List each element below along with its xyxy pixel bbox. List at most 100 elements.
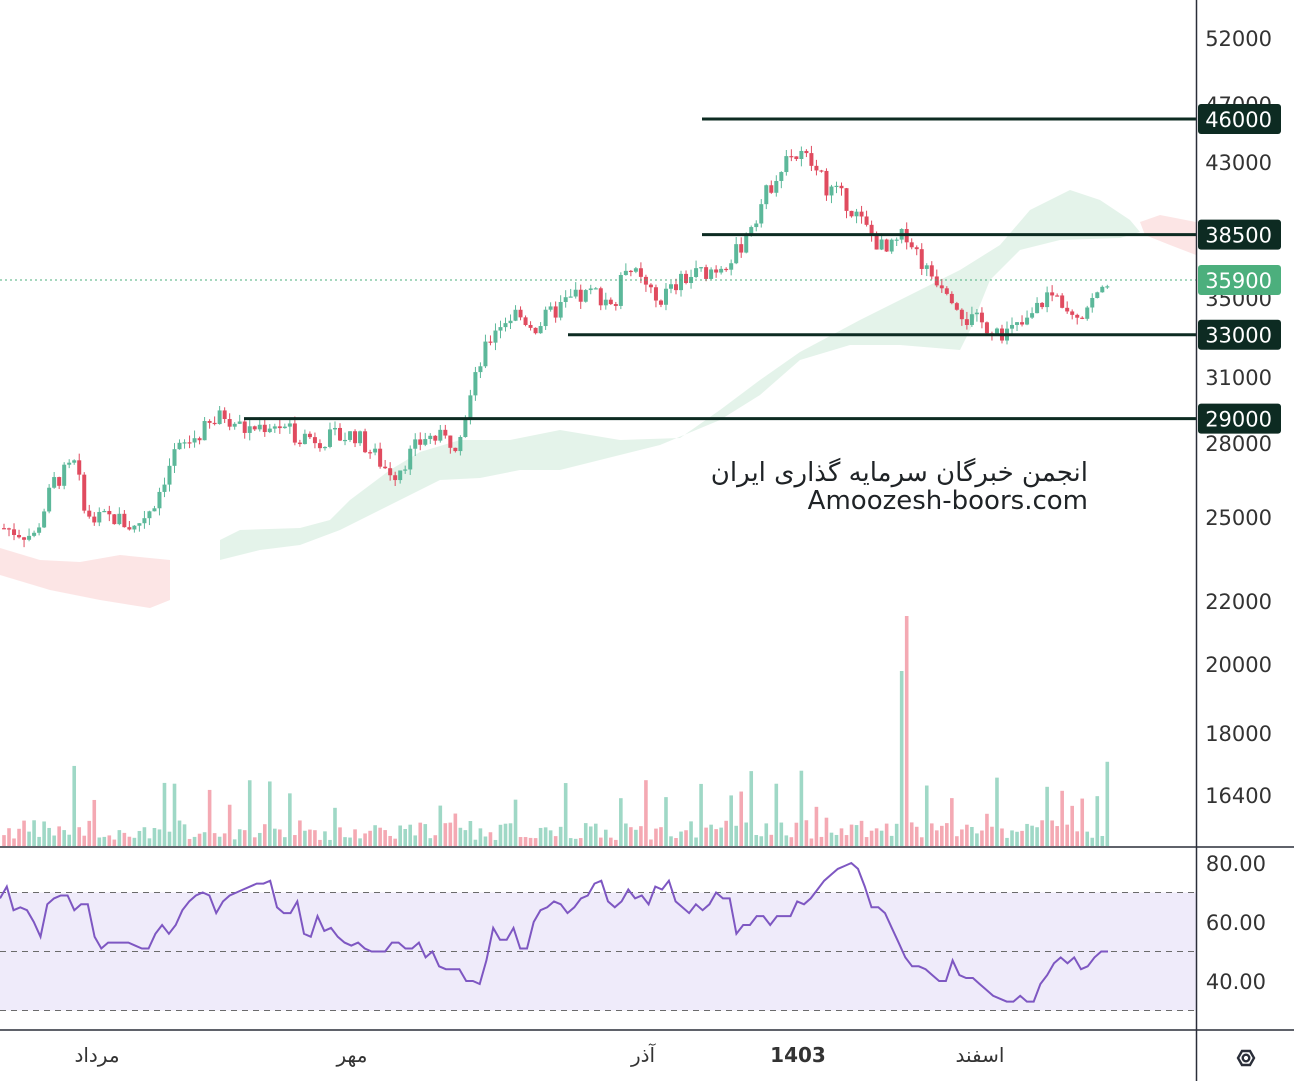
candle-body [418,439,423,445]
candle-body [1015,322,1020,325]
candle-body [202,421,207,441]
volume-bar [388,835,392,846]
volume-bar [167,831,172,846]
candle-body [463,418,468,437]
candle-body [272,426,277,429]
volume-bar [383,830,387,846]
volume-bar [1105,761,1110,846]
volume-bar [734,825,738,846]
volume-bar [869,830,874,846]
watermark-url: Amoozesh-boors.com [808,486,1088,516]
volume-bar [308,829,312,846]
candle-body [954,303,959,310]
volume-bar [408,824,413,846]
candle-body [809,153,814,166]
volume-bar [82,835,87,846]
candle-body [1105,286,1110,288]
candle-body [839,185,844,189]
rsi-tick-label: 60.00 [1206,911,1266,935]
candle-body [97,511,102,523]
volume-bar [674,838,678,846]
volume-bar [970,827,974,846]
candle-body [1055,295,1060,297]
volume-bar [754,835,759,846]
volume-bar [909,822,914,846]
volume-bar [543,827,548,846]
candle-body [237,421,242,424]
candle-body [343,439,348,442]
candle-body [152,508,157,512]
volume-bar [889,835,894,846]
candle-body [734,244,739,264]
volume-bar [1020,830,1024,846]
price-tick-label: 20000 [1205,653,1272,677]
volume-bar [789,837,794,846]
volume-bar [568,838,573,846]
price-tick-label: 18000 [1205,722,1272,746]
candle-body [608,299,613,305]
volume-bar [508,823,513,846]
volume-bar [37,836,41,846]
volume-bar [899,671,904,846]
volume-bar [834,834,839,846]
time-label: اسفند [956,1043,1005,1067]
volume-bar [904,616,909,846]
volume-bar [107,835,112,846]
time-label: مهر [336,1043,368,1067]
candle-body [1085,307,1090,319]
level-label: 33000 [1205,324,1272,348]
volume-bar [373,825,377,846]
settings-icon[interactable] [1228,1040,1264,1076]
candle-body [603,299,608,306]
volume-bar [403,829,407,846]
candle-body [939,285,944,289]
candle-body [408,448,413,470]
candle-body [944,288,949,294]
candle-body [12,529,17,535]
volume-bar [62,830,66,846]
candle-body [874,234,879,250]
candle-body [749,227,754,235]
ichimoku-cloud [0,190,1196,608]
volume-bar [32,820,36,846]
candle-body [628,270,633,273]
volume-bar [353,829,357,846]
volume-bar [27,831,31,846]
volume-bar [914,826,919,846]
volume-bar [438,805,443,846]
rsi-line [0,861,1108,1003]
volume-bar [884,823,889,846]
volume-bar [418,822,423,846]
candle-body [67,462,72,465]
candle-body [282,426,287,429]
candle-body [834,185,839,188]
volume-bar [463,830,468,846]
volume-bar [839,828,844,846]
volume-bar [17,828,21,846]
rsi-tick-label: 80.00 [1206,852,1266,876]
candle-body [563,297,568,303]
candle-body [363,431,368,453]
candle-body [729,263,734,270]
candle-body [1025,317,1030,325]
candle-body [92,516,97,523]
volume-bar [323,831,327,846]
candle-body [27,535,32,540]
candle-body [633,268,638,272]
volume-bar [348,837,352,846]
volume-bar [77,827,82,846]
level-label: 46000 [1205,108,1272,132]
candle-body [62,464,67,486]
volume-bar [769,834,774,846]
price-tick-label: 52000 [1205,27,1272,51]
candle-body [613,304,618,306]
candle-body [653,287,658,301]
candle-body [914,247,919,250]
candle-body [473,372,478,396]
volume-bar [142,827,147,846]
candle-body [1030,313,1035,318]
level-label-box [1198,104,1281,134]
volume-bar [649,839,653,846]
candle-body [1070,311,1075,315]
